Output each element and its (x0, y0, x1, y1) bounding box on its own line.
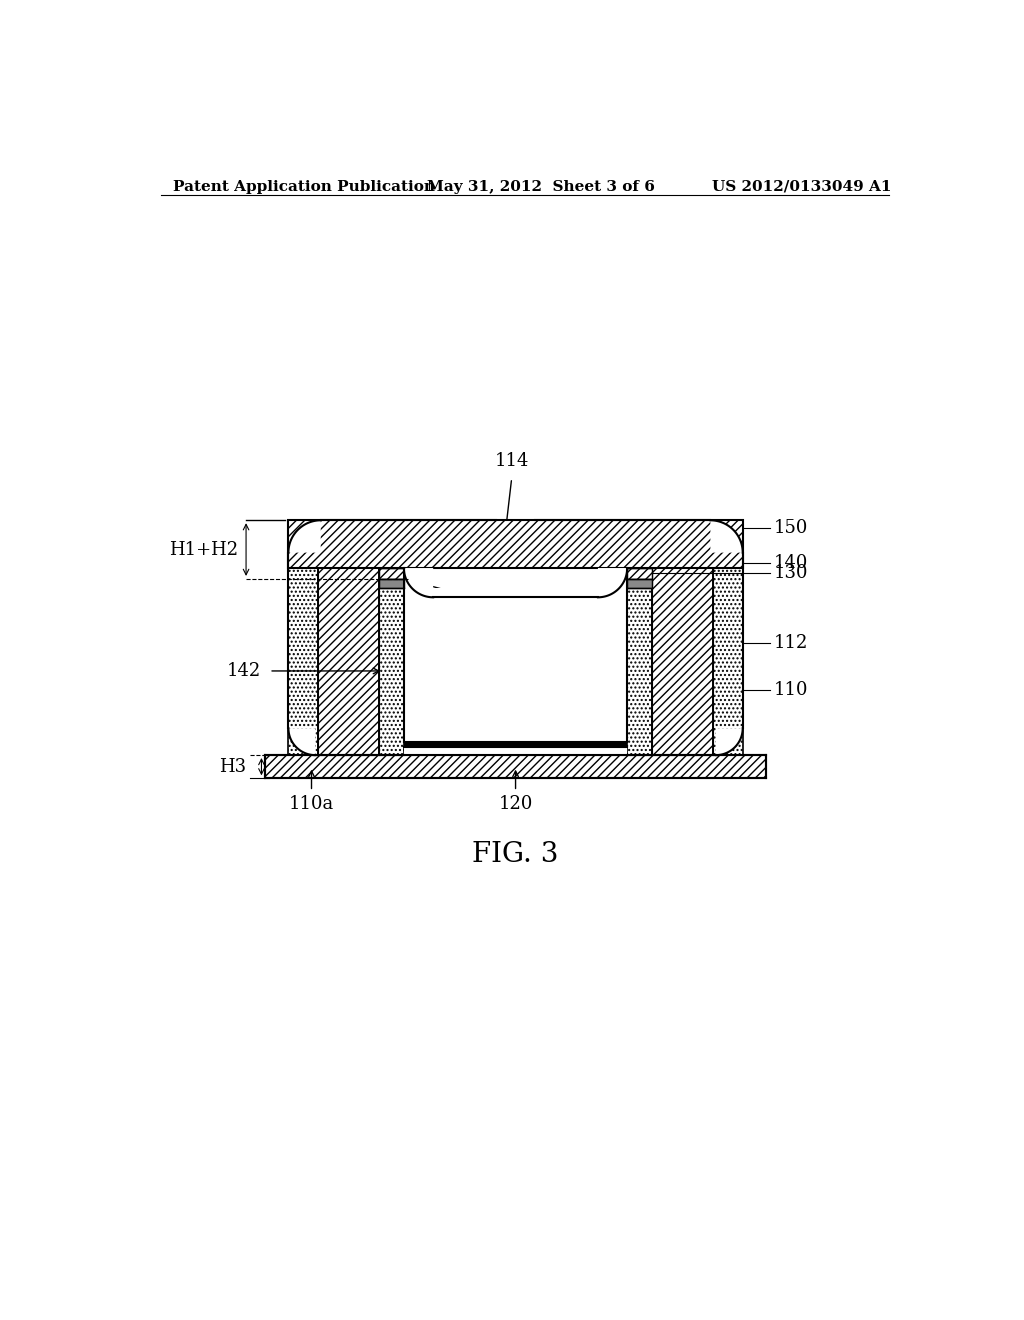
Bar (403, 742, 628, 747)
Bar (265, 755, 766, 779)
Wedge shape (598, 568, 628, 598)
Bar (628, 568, 652, 579)
Bar (403, 747, 628, 755)
Text: Patent Application Publication: Patent Application Publication (173, 180, 435, 194)
Wedge shape (716, 729, 742, 755)
Text: 130: 130 (773, 565, 808, 582)
Text: 142: 142 (227, 661, 261, 680)
Bar (289, 520, 742, 568)
Bar (379, 579, 403, 589)
Bar (652, 568, 714, 755)
Text: 140: 140 (773, 554, 808, 573)
Bar (714, 568, 742, 755)
Bar (628, 568, 652, 755)
Bar (289, 568, 317, 755)
Text: H1+H2: H1+H2 (169, 541, 239, 558)
Wedge shape (289, 729, 315, 755)
Text: US 2012/0133049 A1: US 2012/0133049 A1 (712, 180, 892, 194)
Text: 132: 132 (453, 610, 486, 628)
Wedge shape (711, 520, 742, 553)
Bar (317, 568, 379, 755)
Text: May 31, 2012  Sheet 3 of 6: May 31, 2012 Sheet 3 of 6 (427, 180, 655, 194)
Text: 110: 110 (773, 681, 808, 698)
Text: 114: 114 (495, 453, 529, 470)
Text: 110a: 110a (289, 795, 334, 813)
Bar (403, 589, 628, 742)
Bar (628, 579, 652, 589)
Bar (379, 568, 403, 755)
Text: 112: 112 (773, 634, 808, 652)
Bar (379, 568, 403, 579)
Text: H3: H3 (219, 758, 246, 776)
Text: 120: 120 (499, 795, 532, 813)
Text: FIG. 3: FIG. 3 (472, 841, 559, 869)
Wedge shape (289, 520, 321, 553)
Wedge shape (403, 568, 433, 598)
Text: 150: 150 (773, 519, 808, 537)
